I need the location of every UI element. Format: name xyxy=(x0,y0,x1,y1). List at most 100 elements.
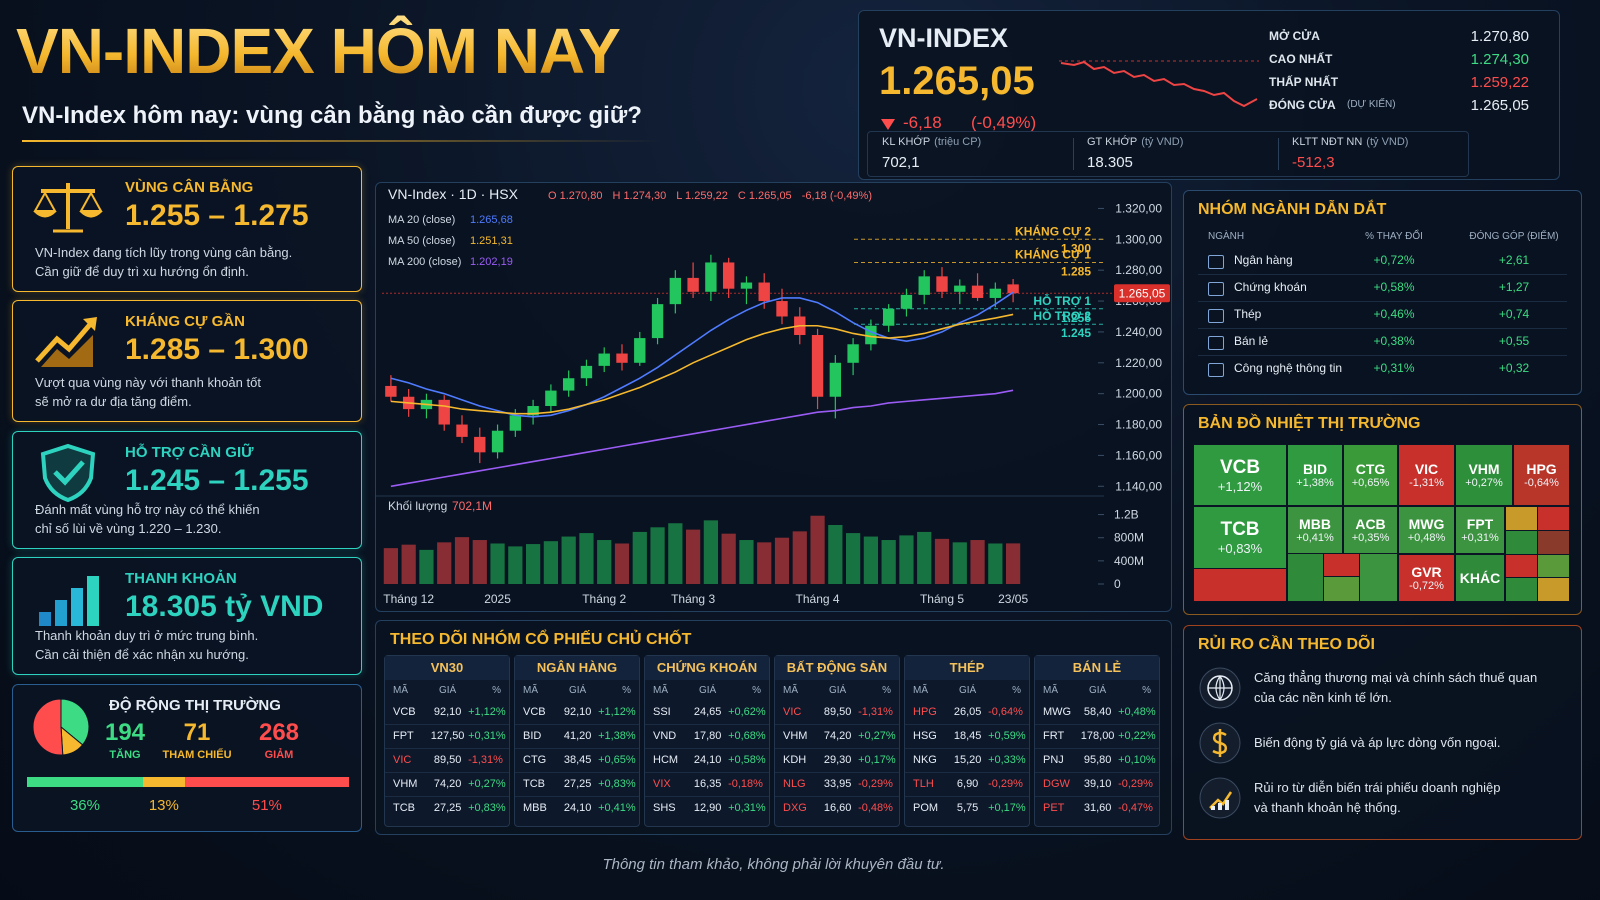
card-icon xyxy=(39,576,99,626)
candle-body xyxy=(740,282,753,289)
heat-filler xyxy=(1537,577,1570,602)
card-title: ĐỘ RỘNG THỊ TRƯỜNG xyxy=(109,697,281,714)
heat-change: +0,27% xyxy=(1465,477,1503,489)
info-card: KHÁNG CỰ GẦN 1.285 – 1.300 Vượt qua vùng n… xyxy=(12,300,362,422)
stock-row: VHM 74,20 +0,27% xyxy=(385,772,509,796)
flow-label: KLTT NĐT NN (tỷ VND) xyxy=(1292,136,1408,148)
y-tick-label: 1.300,00 xyxy=(1115,232,1162,246)
stat-label: CAO NHẤT xyxy=(1269,52,1333,66)
column-header: % xyxy=(492,685,501,696)
pct-change: +0,62% xyxy=(728,706,766,718)
heat-change: +1,38% xyxy=(1296,477,1334,489)
volume-bar xyxy=(703,520,718,584)
column-header: % xyxy=(1142,685,1151,696)
ticker: VCB xyxy=(393,706,416,718)
volume-bar xyxy=(828,524,843,584)
stock-row: CTG 38,45 +0,65% xyxy=(515,748,639,772)
candle-body xyxy=(616,353,628,363)
stock-row: SSI 24,65 +0,62% xyxy=(645,701,769,724)
volume-bar xyxy=(401,544,416,584)
column-header: NGÀNH xyxy=(1208,231,1245,242)
legend-name: MA 200 (close) xyxy=(388,256,461,268)
price: 17,80 xyxy=(693,730,722,742)
ticker: HPG xyxy=(913,706,937,718)
card-desc-line: Thanh khoản duy trì ở mức trung bình. xyxy=(35,628,259,643)
group-name: BÁN LẺ xyxy=(1035,656,1159,680)
volume-tick-label: 0 xyxy=(1114,577,1121,591)
volume-bar xyxy=(934,538,950,584)
column-header-row: MÃ GIÁ% xyxy=(515,680,639,701)
level-value: 1.255 xyxy=(1061,311,1091,325)
level-label: HỖ TRỢ 1 xyxy=(1033,293,1091,308)
legend-value: 1.202,19 xyxy=(470,256,513,268)
price: 39,10 xyxy=(1083,778,1112,790)
sector-name: Công nghệ thông tin xyxy=(1234,361,1343,375)
group-name: CHỨNG KHOÁN xyxy=(645,656,769,680)
column-header: MÃ xyxy=(913,685,928,696)
candle-body xyxy=(687,277,699,292)
pct-change: -1,31% xyxy=(468,754,503,766)
heat-ticker: VIC xyxy=(1414,461,1439,477)
breadth-share: 13% xyxy=(148,797,179,814)
card-title: VÙNG CÂN BẰNG xyxy=(125,179,254,196)
risk-line: và thanh khoản hệ thống. xyxy=(1254,800,1401,815)
card-title: THANH KHOẢN xyxy=(125,570,237,587)
price: 74,20 xyxy=(823,730,852,742)
candle-body xyxy=(829,362,842,397)
heat-ticker: MBB xyxy=(1299,516,1331,532)
breadth-share: 36% xyxy=(69,797,100,814)
stat-note: (DỰ KIẾN) xyxy=(1347,99,1396,110)
ticker: BID xyxy=(523,730,542,742)
pct-change: -0,29% xyxy=(1118,778,1153,790)
volume-bar xyxy=(561,536,576,584)
card-desc-line: Đánh mất vùng hỗ trợ này có thể khiến xyxy=(35,502,260,517)
stock-row: PET 31,60 -0,47% xyxy=(1035,796,1159,820)
risk-text: Rủi ro từ diễn biến trái phiếu doanh ngh… xyxy=(1254,778,1501,818)
heat-change: +0,35% xyxy=(1351,532,1390,544)
ticker: MBB xyxy=(523,802,547,814)
sector-contribution: +1,27 xyxy=(1498,280,1530,294)
volume-tick-label: 400M xyxy=(1114,554,1144,568)
heat-change: -1,31% xyxy=(1409,477,1444,489)
volume-bar xyxy=(526,544,541,584)
volume-bar xyxy=(863,536,878,584)
card-desc: VN-Index đang tích lũy trong vùng cân bằ… xyxy=(35,243,292,281)
risk-icon xyxy=(1199,722,1241,764)
ticker: DGW xyxy=(1043,778,1070,790)
price: 92,10 xyxy=(433,706,462,718)
breadth-pie xyxy=(32,698,90,756)
ticker: PNJ xyxy=(1043,754,1064,766)
sparkline xyxy=(1059,60,1259,108)
heat-filler xyxy=(1537,554,1570,579)
risk-text: Biến động tỷ giá và áp lực dòng vốn ngoạ… xyxy=(1254,733,1501,753)
stock-row: TCB 27,25 +0,83% xyxy=(515,772,639,796)
flow-label-text: KLTT NĐT NN xyxy=(1292,136,1363,148)
chart-title: VN-Index · 1D · HSX xyxy=(388,186,519,202)
stock-row: TLH 6,90 -0,29% xyxy=(905,772,1029,796)
breadth-label: THAM CHIẾU xyxy=(162,749,232,761)
volume-bar xyxy=(988,543,1003,584)
volume-bar xyxy=(899,535,914,584)
heat-ticker: BID xyxy=(1302,461,1328,477)
pct-change: -1,31% xyxy=(858,706,893,718)
stock-row: FPT 127,50 +0,31% xyxy=(385,724,509,748)
heat-ticker: FPT xyxy=(1466,516,1494,532)
column-header-row: MÃ GIÁ% xyxy=(1035,680,1159,701)
heat-filler xyxy=(1193,567,1287,602)
volume-bar xyxy=(579,533,594,584)
pct-change: +0,10% xyxy=(1118,754,1156,766)
icon-part xyxy=(1209,791,1233,809)
icon-part xyxy=(53,460,85,486)
ticker: DXG xyxy=(783,802,807,814)
heat-tile: VIC -1,31% xyxy=(1398,444,1455,506)
legend-name: MA 50 (close) xyxy=(388,235,455,247)
pct-change: +0,31% xyxy=(728,802,766,814)
column-header: GIÁ xyxy=(958,685,977,696)
risk-icon xyxy=(1199,667,1241,709)
card-value: 1.285 – 1.300 xyxy=(125,333,309,366)
breadth-count: 71 xyxy=(183,719,211,746)
group-name: NGÂN HÀNG xyxy=(515,656,639,680)
card-icon xyxy=(40,443,96,503)
heat-filler xyxy=(1537,506,1570,532)
